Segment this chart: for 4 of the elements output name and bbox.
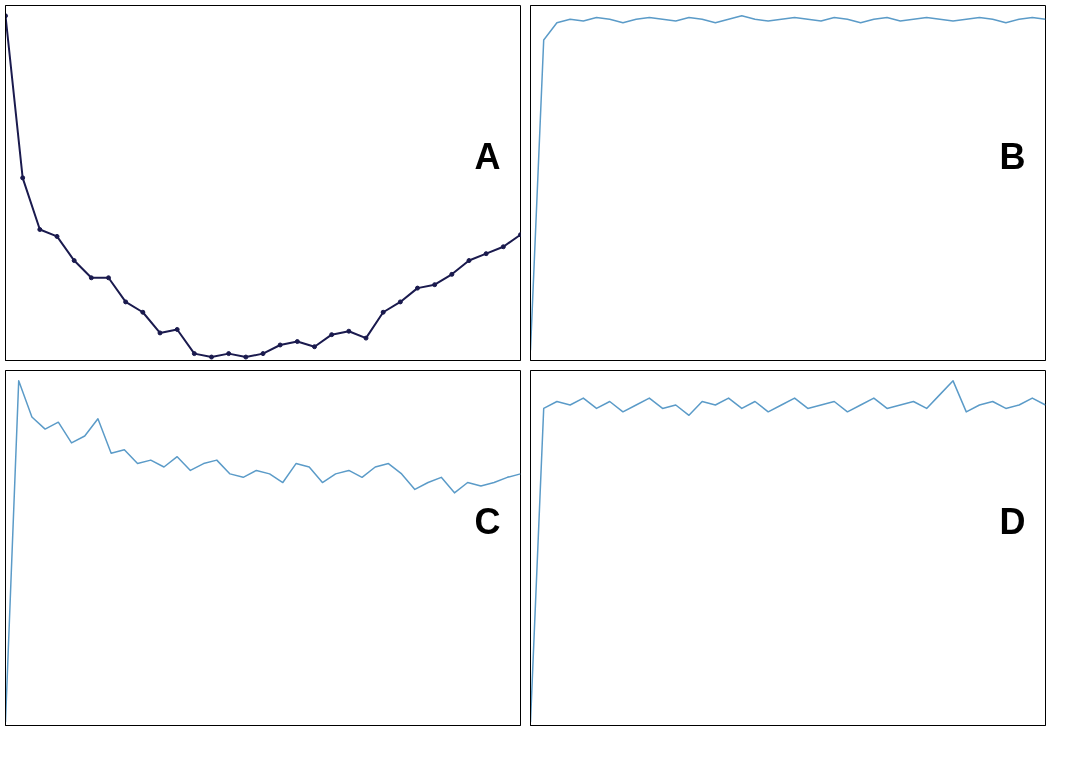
- text: D: [999, 500, 1026, 542]
- text: A: [474, 135, 501, 177]
- text: B: [999, 135, 1026, 177]
- text: C: [474, 500, 501, 542]
